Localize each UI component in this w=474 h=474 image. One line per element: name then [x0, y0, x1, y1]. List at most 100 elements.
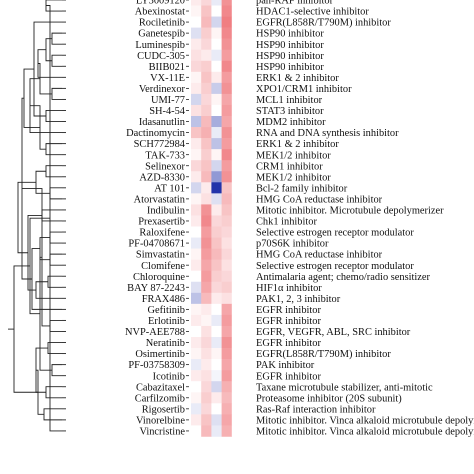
heatmap-cell	[201, 314, 212, 327]
dendrogram	[8, 0, 66, 432]
mechanism-label: EGFR, VEGFR, ABL, SRC inhibitor	[256, 327, 411, 338]
mechanism-label: ERK1 & 2 inhibitor	[256, 73, 339, 84]
heatmap-cell	[211, 127, 222, 139]
heatmap-cell	[191, 116, 202, 128]
heatmap-cell	[231, 171, 243, 183]
heatmap-cell	[201, 0, 212, 6]
heatmap-cell	[201, 127, 212, 139]
heatmap-cell	[201, 160, 212, 172]
heatmap-cell	[221, 325, 233, 338]
heatmap-cell	[201, 215, 212, 227]
heatmap-cell	[191, 403, 202, 415]
dendrogram-branch	[51, 364, 62, 377]
dendrogram-branch	[22, 188, 50, 327]
drug-label: SCH772984	[134, 139, 186, 150]
dendrogram-branch	[41, 209, 62, 222]
heatmap-cell	[191, 82, 202, 95]
drug-label: Vincristine	[139, 427, 185, 438]
heatmap-cell	[231, 193, 243, 205]
drug-label: NVP-AEE788	[125, 327, 185, 338]
heatmap-cell	[221, 303, 233, 316]
heatmap-cell	[191, 60, 202, 73]
heatmap-cell	[191, 149, 202, 161]
heatmap-cell	[231, 370, 243, 382]
heatmap-cell	[211, 5, 222, 17]
heatmap-cell	[191, 226, 202, 238]
heatmap-cell	[221, 337, 233, 349]
heatmap-cell	[231, 82, 243, 95]
heatmap-cell	[221, 204, 233, 216]
heatmap-cell	[221, 149, 233, 161]
mechanism-label: HIF1α inhibitor	[256, 283, 322, 294]
drug-label: PF-03758309	[128, 360, 185, 371]
heatmap-cell	[211, 392, 222, 404]
heatmap-cell	[201, 292, 212, 305]
drug-label: Clomifene	[141, 261, 185, 272]
heatmap-cell	[201, 104, 212, 117]
heatmap-cell	[211, 425, 222, 437]
drug-label: FRAX486	[142, 294, 185, 305]
mechanism-label: MCL1 inhibitor	[256, 95, 323, 106]
heatmap-cell	[231, 414, 243, 426]
mechanism-label: EGFR(L858R/T790M) inhibitor	[256, 349, 391, 360]
dendrogram-branch	[51, 32, 62, 45]
heatmap-cell	[211, 0, 222, 6]
drug-label: Idasanutlin	[139, 117, 186, 128]
heatmap-cell	[211, 303, 222, 316]
heatmap-cell	[201, 193, 212, 205]
heatmap-cell	[201, 414, 212, 426]
heatmap-cell	[191, 381, 202, 393]
drug-label: Rociletinib	[139, 18, 185, 29]
heatmap-cell	[211, 38, 222, 50]
heatmap-cell	[221, 215, 233, 227]
mechanism-label: PAK1, 2, 3 inhibitor	[256, 294, 341, 305]
drug-label: Osimertinib	[135, 349, 185, 360]
heatmap-cell	[231, 127, 243, 139]
drug-label: Verdinexor	[139, 84, 186, 95]
heatmap-cell	[191, 348, 202, 360]
heatmap-cell	[191, 5, 202, 17]
heatmap-cell	[231, 49, 243, 62]
heatmap-cell	[211, 149, 222, 161]
drug-label: VX-11E	[150, 73, 185, 84]
drug-label: Icotinib	[153, 371, 185, 382]
mechanism-label: XPO1/CRM1 inhibitor	[256, 84, 352, 95]
heatmap-cell	[211, 215, 222, 227]
heatmap-cell	[231, 314, 243, 327]
drug-label: Selinexor	[145, 161, 185, 172]
drug-label: Gefitinib	[147, 305, 185, 316]
heatmap-cell	[191, 370, 202, 382]
heatmap-cell	[221, 248, 233, 260]
mechanism-label: ERK1 & 2 inhibitor	[256, 139, 339, 150]
heatmap-cell	[231, 204, 243, 216]
drug-label: Abexinostat	[135, 7, 185, 18]
mechanism-label: Taxane microtubule stabilizer, anti-mito…	[256, 382, 433, 393]
heatmap-cell	[201, 237, 212, 249]
heatmap-cell	[201, 60, 212, 73]
heatmap-cell	[211, 325, 222, 338]
heatmap-cell	[221, 127, 233, 139]
drug-label: Prexasertib	[138, 217, 185, 228]
heatmap-cell	[201, 38, 212, 50]
drug-label: TAK-733	[145, 150, 185, 161]
heatmap-cell	[201, 49, 212, 62]
drug-label: Luminespib	[135, 40, 185, 51]
dendrogram-branch	[49, 231, 62, 244]
heatmap-cell	[201, 71, 212, 84]
heatmap-cell	[201, 303, 212, 316]
heatmap-cell	[191, 359, 202, 371]
heatmap-cell	[221, 270, 233, 283]
heatmap-cell	[191, 49, 202, 62]
heatmap-cell	[221, 60, 233, 73]
heatmap-cell	[211, 292, 222, 305]
heatmap-cell	[221, 281, 233, 294]
heatmap-cell	[221, 27, 233, 39]
drug-label: UMI-77	[151, 95, 185, 106]
drug-label: Cabazitaxel	[136, 382, 185, 393]
heatmap-cell	[221, 38, 233, 50]
mechanism-label: Selective estrogen receptor modulator	[256, 228, 414, 239]
drug-label: Raloxifene	[139, 228, 185, 239]
heatmap-cell	[201, 370, 212, 382]
dendrogram-branch	[45, 386, 62, 399]
